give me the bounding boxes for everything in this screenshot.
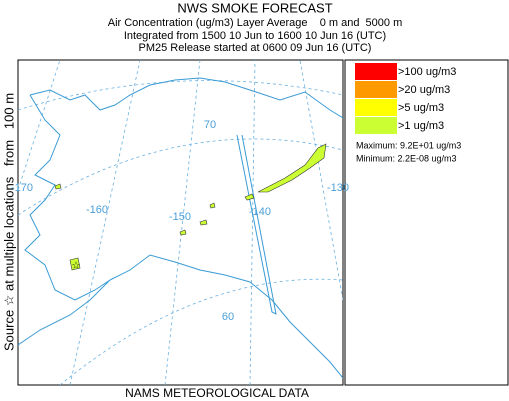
grid-label: -150 — [169, 211, 191, 223]
legend-label: >5 ug/m3 — [398, 102, 444, 114]
subtitle: Air Concentration (ug/m3) Layer Average … — [108, 17, 403, 29]
footer: NAMS METEOROLOGICAL DATA — [125, 386, 309, 400]
graticule — [164, 60, 201, 385]
coastline — [109, 254, 343, 379]
coastline — [29, 77, 343, 119]
title: NWS SMOKE FORECAST — [177, 0, 332, 15]
smoke-plume — [244, 193, 255, 201]
smoke-plume — [199, 219, 208, 226]
graticule — [59, 278, 343, 385]
legend-swatch — [355, 99, 397, 116]
legend-max: Maximum: 9.2E+01 ug/m3 — [356, 140, 461, 150]
legend-swatch — [355, 81, 397, 98]
grid-label: -160 — [86, 204, 108, 216]
smoke-plume — [179, 229, 187, 236]
grid-label: -170 — [11, 182, 33, 194]
grid-label: 60 — [222, 311, 234, 323]
grid-label: -130 — [327, 182, 349, 194]
smoke-plume — [257, 143, 327, 193]
coastline — [18, 94, 111, 346]
source-star: ☆ — [72, 261, 81, 272]
legend-label: >1 ug/m3 — [398, 120, 444, 132]
legend-min: Minimum: 2.2E-08 ug/m3 — [356, 153, 457, 163]
legend-label: >100 ug/m3 — [398, 66, 456, 78]
legend-swatch — [355, 117, 397, 134]
subtitle: PM25 Release started at 0600 09 Jun 16 (… — [139, 42, 372, 54]
subtitle: Integrated from 1500 10 Jun to 1600 10 J… — [124, 30, 386, 42]
side-label: Source ☆ at multiple locations from 100 … — [1, 93, 16, 351]
map: ☆ — [17, 59, 344, 386]
grid-label: 70 — [204, 119, 216, 131]
grid-label: -140 — [249, 206, 271, 218]
legend-swatch — [355, 63, 397, 80]
border — [236, 134, 277, 315]
graticule — [18, 80, 343, 111]
smoke-plume — [209, 202, 216, 209]
graticule — [299, 60, 343, 301]
graticule — [18, 60, 61, 191]
legend-label: >20 ug/m3 — [398, 84, 450, 96]
smoke-plume — [69, 257, 81, 271]
graticule — [69, 60, 141, 385]
map-frame — [17, 59, 344, 386]
graticule — [249, 60, 256, 385]
smoke-plume — [54, 183, 62, 190]
graticule — [18, 138, 343, 216]
